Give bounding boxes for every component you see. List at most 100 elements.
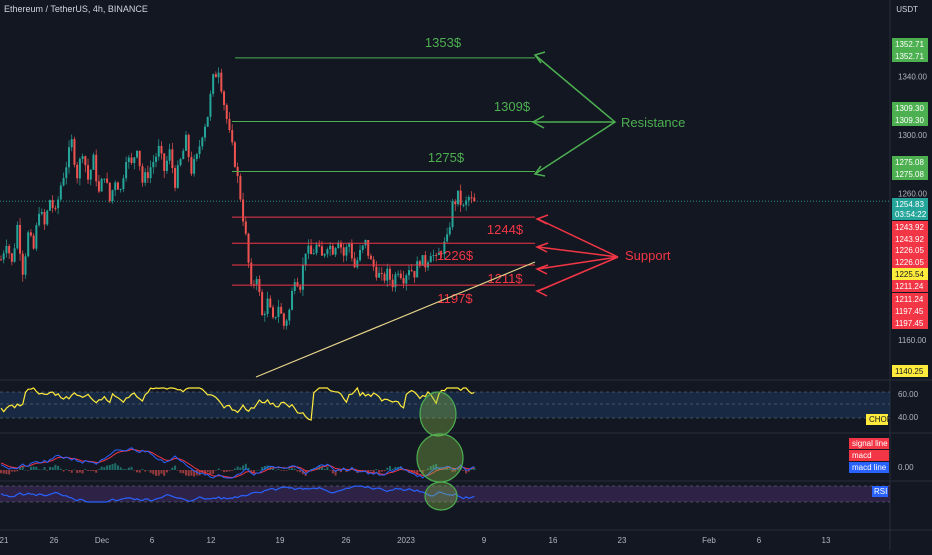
x-tick-label: 2023 <box>397 536 415 545</box>
macd-histogram-bar <box>223 470 226 473</box>
candle-body <box>144 172 147 183</box>
macd-histogram-bar <box>329 470 332 471</box>
macd-histogram-bar <box>119 467 122 470</box>
price-badge-text: 1226.05 <box>895 258 924 267</box>
candle-body <box>51 200 54 208</box>
candle-body <box>5 245 8 254</box>
macd-histogram-bar <box>231 470 234 471</box>
candle-body <box>29 232 32 236</box>
candle-body <box>106 178 109 183</box>
candle-body <box>299 286 302 290</box>
macd-histogram-bar <box>171 467 174 470</box>
x-tick-label: 12 <box>207 536 216 545</box>
chop-line <box>0 386 475 421</box>
macd-histogram-bar <box>84 469 87 470</box>
price-badge <box>892 293 928 305</box>
macd-histogram-bar <box>416 470 419 475</box>
candle-body <box>46 210 49 225</box>
macd-histogram-bar <box>364 470 367 471</box>
candle-body <box>375 266 378 278</box>
macd-histogram-bar <box>138 470 141 473</box>
price-badge-text: 1211.24 <box>895 295 924 304</box>
macd-histogram-bar <box>108 464 111 470</box>
signal-line <box>0 448 475 479</box>
candle-body <box>70 139 73 148</box>
level-label: 1309$ <box>494 99 531 114</box>
candle-body <box>326 249 329 255</box>
macd-histogram-bar <box>155 470 158 476</box>
candle-body <box>103 178 106 180</box>
candle-body <box>179 159 182 166</box>
support-arrow <box>537 256 619 270</box>
macd-histogram-bar <box>378 470 381 473</box>
candle-body <box>274 316 277 318</box>
candle-body <box>231 129 234 143</box>
candle-body <box>456 190 459 205</box>
macd-histogram-bar <box>242 465 245 470</box>
macd-histogram-bar <box>0 470 2 474</box>
chop-badge-text: CHOP <box>869 415 892 424</box>
macd-histogram-bar <box>160 470 163 474</box>
arrowhead <box>535 264 549 275</box>
macd-histogram-bar <box>133 470 136 471</box>
trendline <box>255 261 536 378</box>
macd-histogram-bar <box>212 470 215 474</box>
candle-body <box>204 126 206 138</box>
resistance-label: Resistance <box>621 115 685 130</box>
macd-histogram-bar <box>361 470 364 471</box>
candle-body <box>465 200 468 205</box>
macd-histogram-bar <box>402 470 405 471</box>
macd-histogram-bar <box>293 468 296 470</box>
macd-histogram-bar <box>252 470 255 474</box>
x-tick-label: 26 <box>50 536 59 545</box>
rsi-line <box>0 485 475 503</box>
candle-body <box>212 74 215 94</box>
candle-body <box>209 93 212 117</box>
price-badge-text: 1225.54 <box>895 270 924 279</box>
price-badge <box>892 198 928 210</box>
macd-histogram-bar <box>326 467 329 470</box>
candle-body <box>78 159 81 179</box>
macd-histogram-bar <box>19 467 22 470</box>
candle-body <box>437 252 440 256</box>
x-tick-label: 13 <box>822 536 831 545</box>
candle-body <box>65 167 68 179</box>
candle-body <box>350 243 353 259</box>
macd-histogram-bar <box>315 467 318 470</box>
candle-body <box>223 91 226 105</box>
macd-histogram-bar <box>114 463 117 470</box>
macd-histogram-bar <box>38 469 41 470</box>
candle-body <box>225 104 228 120</box>
price-badge <box>892 102 928 114</box>
macd-histogram-bar <box>165 470 168 473</box>
macd-histogram-bar <box>21 466 24 470</box>
candle-body <box>32 235 35 249</box>
macd-histogram-bar <box>48 466 51 470</box>
candle-body <box>57 199 60 209</box>
macd-histogram-bar <box>190 470 193 476</box>
candle-body <box>87 165 90 180</box>
candle-body <box>282 313 285 326</box>
candle-body <box>149 167 152 179</box>
macd-histogram-bar <box>136 470 138 473</box>
arrowhead <box>535 214 549 225</box>
macd-badge <box>849 438 889 449</box>
macd-histogram-bar <box>111 464 114 470</box>
candle-body <box>418 261 421 266</box>
macd-histogram-bar <box>157 470 160 476</box>
candle-body <box>130 157 133 163</box>
y-tick-label: 1160.00 <box>898 336 927 345</box>
macd-histogram-bar <box>421 470 424 475</box>
price-badge-text: 1197.45 <box>895 307 924 316</box>
highlight-circle <box>424 481 458 511</box>
candle-body <box>448 227 451 235</box>
candle-body <box>38 213 41 226</box>
macd-histogram-bar <box>179 470 182 473</box>
rsi-badge <box>872 486 888 497</box>
macd-histogram-bar <box>255 469 258 471</box>
candle-body <box>176 165 179 188</box>
candle-body <box>97 181 100 192</box>
candle-body <box>307 245 310 254</box>
